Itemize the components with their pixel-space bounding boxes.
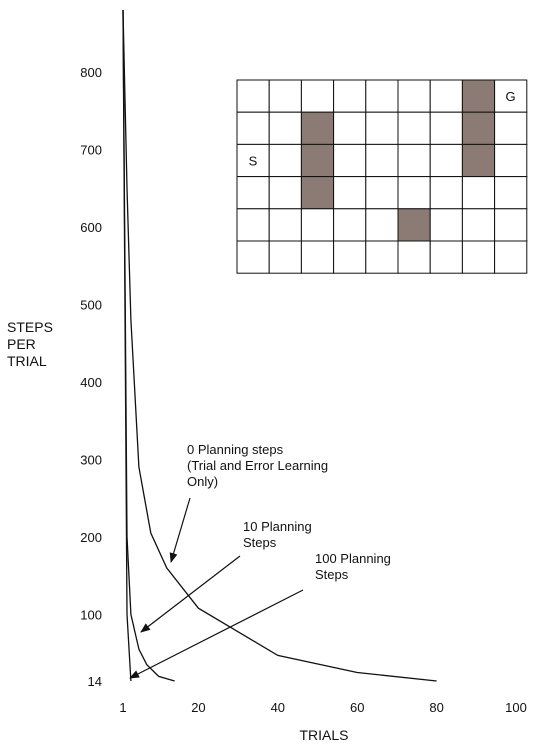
annotation-3-line-1: 100 Planning: [315, 551, 391, 566]
annotation-1-line-1: 0 Planning steps: [187, 442, 284, 457]
grid-cell: [268, 79, 302, 113]
x-tick-label: 20: [191, 700, 205, 715]
grid-cell: [494, 240, 528, 274]
annotation-1-line-3: Only): [187, 474, 218, 489]
y-tick-label: 100: [80, 607, 102, 622]
x-tick-label: 100: [505, 700, 527, 715]
grid-cell: [333, 79, 367, 113]
grid-cell: [365, 79, 399, 113]
y-axis-title-line-2: PER: [7, 336, 36, 352]
grid-cell: [236, 240, 270, 274]
start-cell-label: S: [249, 153, 258, 168]
grid-cell: [365, 111, 399, 145]
x-axis-title: TRIALS: [299, 727, 348, 743]
series-line-2: [122, 9, 175, 682]
gridworld-inset: SG: [236, 79, 528, 274]
y-tick-label: 14: [88, 674, 102, 689]
grid-cell: [429, 176, 463, 210]
series-line-3: [122, 9, 132, 682]
grid-cell: [300, 240, 335, 274]
y-axis-title-line-1: STEPS: [7, 319, 53, 335]
annotation-arrow-1: [169, 497, 191, 563]
grid-cell: [365, 143, 399, 178]
grid-cell: [397, 143, 431, 178]
obstacle-cell: [461, 143, 496, 178]
y-tick-label: 600: [80, 220, 102, 235]
grid-cell: [236, 176, 270, 210]
grid-cell: [268, 143, 302, 178]
grid-cell: [429, 143, 463, 178]
obstacle-cell: [300, 111, 335, 145]
annotation-2-line-1: 10 Planning: [243, 519, 312, 534]
y-tick-label: 300: [80, 452, 102, 467]
obstacle-cell: [461, 111, 496, 145]
grid-cell: [461, 240, 496, 274]
grid-cell: [268, 240, 302, 274]
grid-cell: [333, 240, 367, 274]
grid-cell: [300, 208, 335, 242]
grid-cell: [365, 240, 399, 274]
grid-cell: [429, 208, 463, 242]
grid-cell: [494, 208, 528, 242]
annotation-arrow-3: [129, 589, 304, 679]
grid-cell: [268, 111, 302, 145]
y-tick-label: 800: [80, 65, 102, 80]
annotation-2-line-2: Steps: [243, 535, 277, 550]
y-tick-label: 400: [80, 375, 102, 390]
grid-cell: [236, 79, 270, 113]
grid-cell: [494, 143, 528, 178]
obstacle-cell: [397, 208, 431, 242]
grid-cell: [333, 143, 367, 178]
grid-cell: [268, 208, 302, 242]
grid-cell: [236, 208, 270, 242]
series-line-1: [122, 9, 437, 682]
grid-cell: [494, 79, 528, 113]
grid-cell: [236, 143, 270, 178]
grid-cell: [461, 208, 496, 242]
y-tick-label: 700: [80, 142, 102, 157]
grid-cell: [494, 176, 528, 210]
y-tick-label: 500: [80, 297, 102, 312]
grid-cell: [494, 111, 528, 145]
x-tick-label: 40: [271, 700, 285, 715]
grid-cell: [429, 111, 463, 145]
series-layer: [122, 9, 437, 682]
grid-cell: [397, 240, 431, 274]
grid-cell: [300, 79, 335, 113]
grid-cell: [397, 111, 431, 145]
grid-cell: [397, 176, 431, 210]
grid-cell: [236, 111, 270, 145]
grid-cell: [333, 208, 367, 242]
x-tick-label: 60: [350, 700, 364, 715]
grid-cell: [429, 240, 463, 274]
grid-cell: [461, 176, 496, 210]
y-axis-title-line-3: TRIAL: [7, 353, 47, 369]
grid-cell: [365, 208, 399, 242]
grid-cell: [333, 111, 367, 145]
grid-cell: [365, 176, 399, 210]
x-tick-label: 1: [119, 700, 126, 715]
x-tick-label: 80: [429, 700, 443, 715]
obstacle-cell: [461, 79, 496, 113]
grid-cell: [397, 79, 431, 113]
annotation-arrow-2: [140, 555, 241, 633]
obstacle-cell: [300, 176, 335, 210]
grid-cell: [429, 79, 463, 113]
x-axis-ticks: 1 20 40 60 80 100: [119, 700, 526, 715]
y-tick-label: 200: [80, 530, 102, 545]
obstacle-cell: [300, 143, 335, 178]
annotation-3-line-2: Steps: [315, 567, 349, 582]
grid-cell: [333, 176, 367, 210]
goal-cell-label: G: [506, 89, 516, 104]
y-axis-ticks: 14 100 200 300 400 500 600 700 800: [80, 65, 102, 689]
annotations: 0 Planning steps(Trial and Error Learnin…: [129, 442, 391, 679]
annotation-1-line-2: (Trial and Error Learning: [187, 458, 328, 473]
grid-cell: [268, 176, 302, 210]
